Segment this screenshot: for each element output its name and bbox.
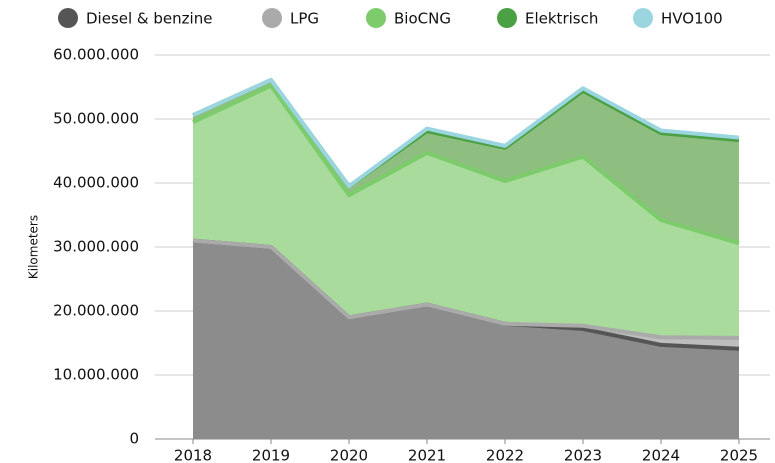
y-tick-label: 10.000.000 [53, 366, 139, 384]
x-tick-label: 2024 [642, 447, 680, 463]
legend-swatch [58, 8, 78, 28]
x-tick-label: 2023 [564, 447, 602, 463]
y-tick-label: 0 [129, 430, 139, 448]
x-tick-label: 2018 [174, 447, 212, 463]
y-tick-label: 40.000.000 [53, 174, 139, 192]
area-top-line [192, 83, 740, 246]
legend-swatch [262, 8, 282, 28]
x-tick-label: 2020 [330, 447, 368, 463]
y-tick-label: 20.000.000 [53, 302, 139, 320]
x-tick-label: 2022 [486, 447, 524, 463]
y-tick-label: 60.000.000 [53, 46, 139, 64]
legend-swatch [366, 8, 386, 28]
area [193, 85, 739, 338]
legend-swatch [497, 8, 517, 28]
legend-label: LPG [290, 10, 319, 28]
x-tick-label: 2025 [720, 447, 758, 463]
area-top-line [192, 77, 740, 189]
legend-label: HVO100 [661, 10, 723, 28]
y-tick-label: 50.000.000 [53, 110, 139, 128]
y-axis-label: Kilometers [27, 215, 41, 279]
y-tick-label: 30.000.000 [53, 238, 139, 256]
legend-swatch [633, 8, 653, 28]
area-top-line [192, 238, 740, 340]
x-tick-label: 2019 [252, 447, 290, 463]
legend-label: Elektrisch [525, 10, 598, 28]
legend-label: BioCNG [394, 10, 451, 28]
x-tick-label: 2021 [408, 447, 446, 463]
legend-label: Diesel & benzine [86, 10, 212, 28]
area [193, 240, 739, 439]
area [193, 79, 739, 244]
